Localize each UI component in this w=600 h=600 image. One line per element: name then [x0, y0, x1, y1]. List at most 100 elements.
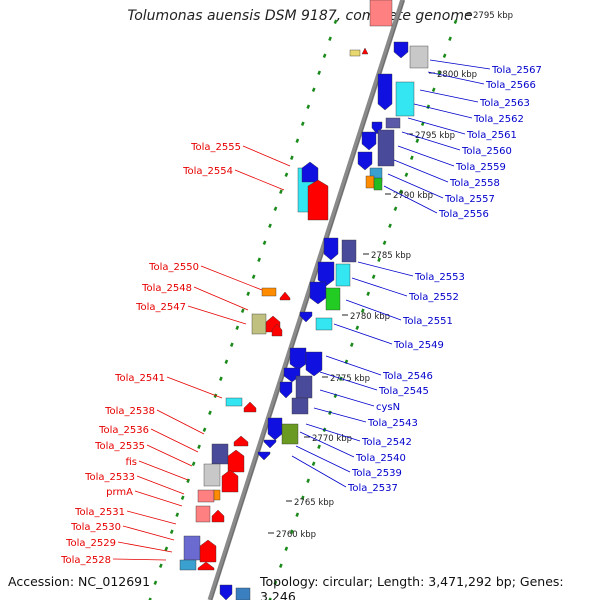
- reverse-gene-leader: [126, 510, 177, 525]
- kbp-tick-label: 2760 kbp: [276, 530, 316, 540]
- left-track-dash: [300, 121, 305, 126]
- left-track-dash: [262, 240, 267, 245]
- forward-gene-glyph: [385, 117, 401, 129]
- left-track-dash: [169, 529, 174, 534]
- forward-gene-glyph: [299, 311, 313, 323]
- reverse-gene-glyph: [225, 397, 243, 407]
- forward-gene-label: Tola_2559: [455, 162, 506, 173]
- forward-gene-glyph: [219, 584, 233, 600]
- reverse-gene-label: prmA: [106, 487, 133, 498]
- forward-gene-label: Tola_2562: [473, 114, 524, 125]
- forward-gene-label: Tola_2543: [367, 418, 418, 429]
- forward-gene-glyph: [325, 287, 341, 311]
- left-track-dash: [158, 563, 163, 568]
- right-track-dash: [410, 155, 414, 160]
- left-track-dash: [290, 155, 294, 160]
- right-track-dash: [388, 223, 392, 228]
- kbp-tick-label: 2770 kbp: [312, 434, 352, 444]
- forward-gene-label: Tola_2537: [347, 483, 398, 494]
- left-track-dash: [191, 461, 196, 466]
- right-track-dash: [382, 240, 387, 245]
- left-track-dash: [240, 308, 245, 313]
- forward-gene-leader: [291, 455, 347, 488]
- genome-backbone-shade: [211, 0, 405, 600]
- reverse-gene-glyph: [179, 559, 197, 571]
- left-track-dash: [164, 546, 169, 551]
- reverse-gene-glyph: [261, 287, 277, 297]
- reverse-gene-glyph: [349, 49, 361, 57]
- forward-gene-glyph: [309, 281, 327, 305]
- forward-gene-label: Tola_2556: [438, 209, 489, 220]
- reverse-gene-glyph: [307, 179, 329, 221]
- reverse-gene-glyph: [213, 489, 221, 501]
- reverse-gene-label: Tola_2548: [141, 283, 192, 294]
- forward-gene-label: Tola_2551: [402, 316, 453, 327]
- forward-gene-label: Tola_2558: [449, 178, 500, 189]
- right-track-dash: [355, 325, 360, 330]
- right-track-dash: [328, 410, 332, 415]
- reverse-gene-glyph: [203, 463, 221, 487]
- reverse-gene-glyph: [279, 291, 291, 301]
- reverse-gene-leader: [200, 265, 263, 291]
- left-track-dash: [311, 87, 316, 92]
- forward-gene-label: Tola_2563: [479, 98, 530, 109]
- reverse-gene-leader: [117, 541, 173, 553]
- reverse-gene-glyph: [243, 401, 257, 413]
- forward-gene-leader: [305, 423, 361, 442]
- forward-gene-label: Tola_2567: [491, 65, 542, 76]
- forward-gene-glyph: [317, 261, 335, 287]
- left-track-dash: [229, 342, 234, 347]
- left-track-dash: [322, 53, 327, 58]
- right-track-dash: [415, 138, 420, 143]
- reverse-gene-label: Tola_2541: [114, 373, 165, 384]
- reverse-gene-leader: [187, 305, 247, 325]
- right-track-dash: [306, 478, 311, 483]
- reverse-gene-label: Tola_2538: [104, 406, 155, 417]
- forward-gene-glyph: [289, 347, 307, 371]
- kbp-tick-label: 2785 kbp: [371, 251, 411, 261]
- left-track-dash: [235, 325, 240, 330]
- right-track-dash: [317, 444, 321, 449]
- forward-gene-label: Tola_2552: [408, 292, 459, 303]
- right-track-dash: [300, 495, 305, 500]
- forward-gene-glyph: [395, 81, 415, 117]
- left-track-dash: [295, 138, 300, 143]
- forward-gene-label: Tola_2540: [355, 453, 406, 464]
- forward-gene-label: Tola_2553: [414, 272, 465, 283]
- accession-value: NC_012691: [78, 574, 151, 589]
- genome-summary-text: Topology: circular; Length: 3,471,292 bp…: [260, 574, 600, 600]
- topology-text: Topology: circular;: [260, 574, 373, 589]
- genome-backbone: [207, 0, 406, 600]
- right-track-dash: [295, 512, 300, 517]
- left-track-dash: [268, 223, 272, 228]
- forward-gene-glyph: [409, 45, 429, 69]
- forward-gene-glyph: [373, 177, 383, 191]
- reverse-gene-label: Tola_2535: [94, 441, 145, 452]
- forward-gene-glyph: [361, 131, 377, 151]
- left-track-dash: [246, 291, 251, 296]
- reverse-gene-glyph: [301, 161, 319, 183]
- forward-gene-glyph: [357, 151, 373, 171]
- reverse-gene-label: Tola_2536: [98, 425, 149, 436]
- right-track-dash: [377, 257, 381, 262]
- reverse-gene-leader: [156, 409, 205, 435]
- forward-gene-leader: [333, 323, 393, 345]
- forward-gene-glyph: [315, 317, 333, 331]
- kbp-tick-label: 2780 kbp: [350, 312, 390, 322]
- forward-gene-glyph: [393, 41, 409, 59]
- reverse-gene-glyph: [233, 435, 249, 447]
- forward-gene-leader: [429, 59, 491, 70]
- reverse-gene-label: fis: [125, 457, 137, 468]
- forward-gene-leader: [393, 159, 449, 183]
- forward-gene-glyph: [365, 175, 375, 189]
- forward-gene-label: Tola_2549: [393, 340, 444, 351]
- right-track-dash: [360, 308, 365, 313]
- kbp-tick-label: 2795 kbp: [415, 131, 455, 141]
- left-track-dash: [186, 478, 191, 483]
- reverse-gene-leader: [134, 490, 183, 507]
- forward-gene-glyph: [377, 73, 393, 111]
- forward-gene-leader: [401, 131, 461, 151]
- forward-gene-leader: [357, 261, 414, 277]
